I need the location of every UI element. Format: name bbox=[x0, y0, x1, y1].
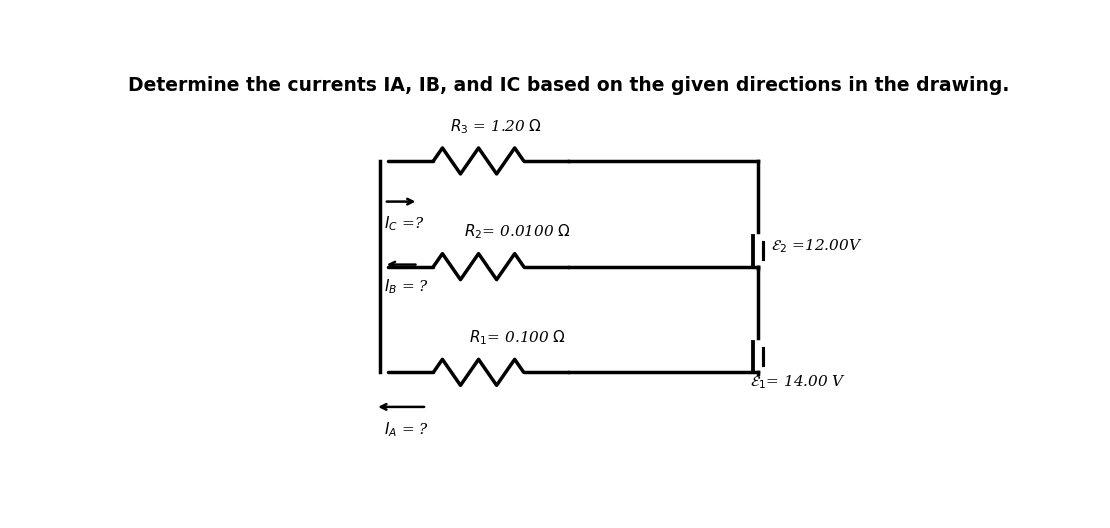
Text: Determine the currents IA, IB, and IC based on the given directions in the drawi: Determine the currents IA, IB, and IC ba… bbox=[128, 76, 1010, 95]
Text: $I_B$ = ?: $I_B$ = ? bbox=[384, 278, 428, 296]
Text: $R_3$ = 1.20 $\Omega$: $R_3$ = 1.20 $\Omega$ bbox=[450, 117, 542, 136]
Text: $\mathcal{E}_2$ =12.00V: $\mathcal{E}_2$ =12.00V bbox=[771, 238, 862, 255]
Text: $I_A$ = ?: $I_A$ = ? bbox=[384, 420, 428, 439]
Text: $\mathcal{E}_1$= 14.00 V: $\mathcal{E}_1$= 14.00 V bbox=[749, 374, 846, 391]
Text: $R_2$= 0.0100 $\Omega$: $R_2$= 0.0100 $\Omega$ bbox=[464, 223, 571, 241]
Text: $R_1$= 0.100 $\Omega$: $R_1$= 0.100 $\Omega$ bbox=[468, 328, 566, 347]
Text: $I_C$ =?: $I_C$ =? bbox=[384, 214, 424, 233]
